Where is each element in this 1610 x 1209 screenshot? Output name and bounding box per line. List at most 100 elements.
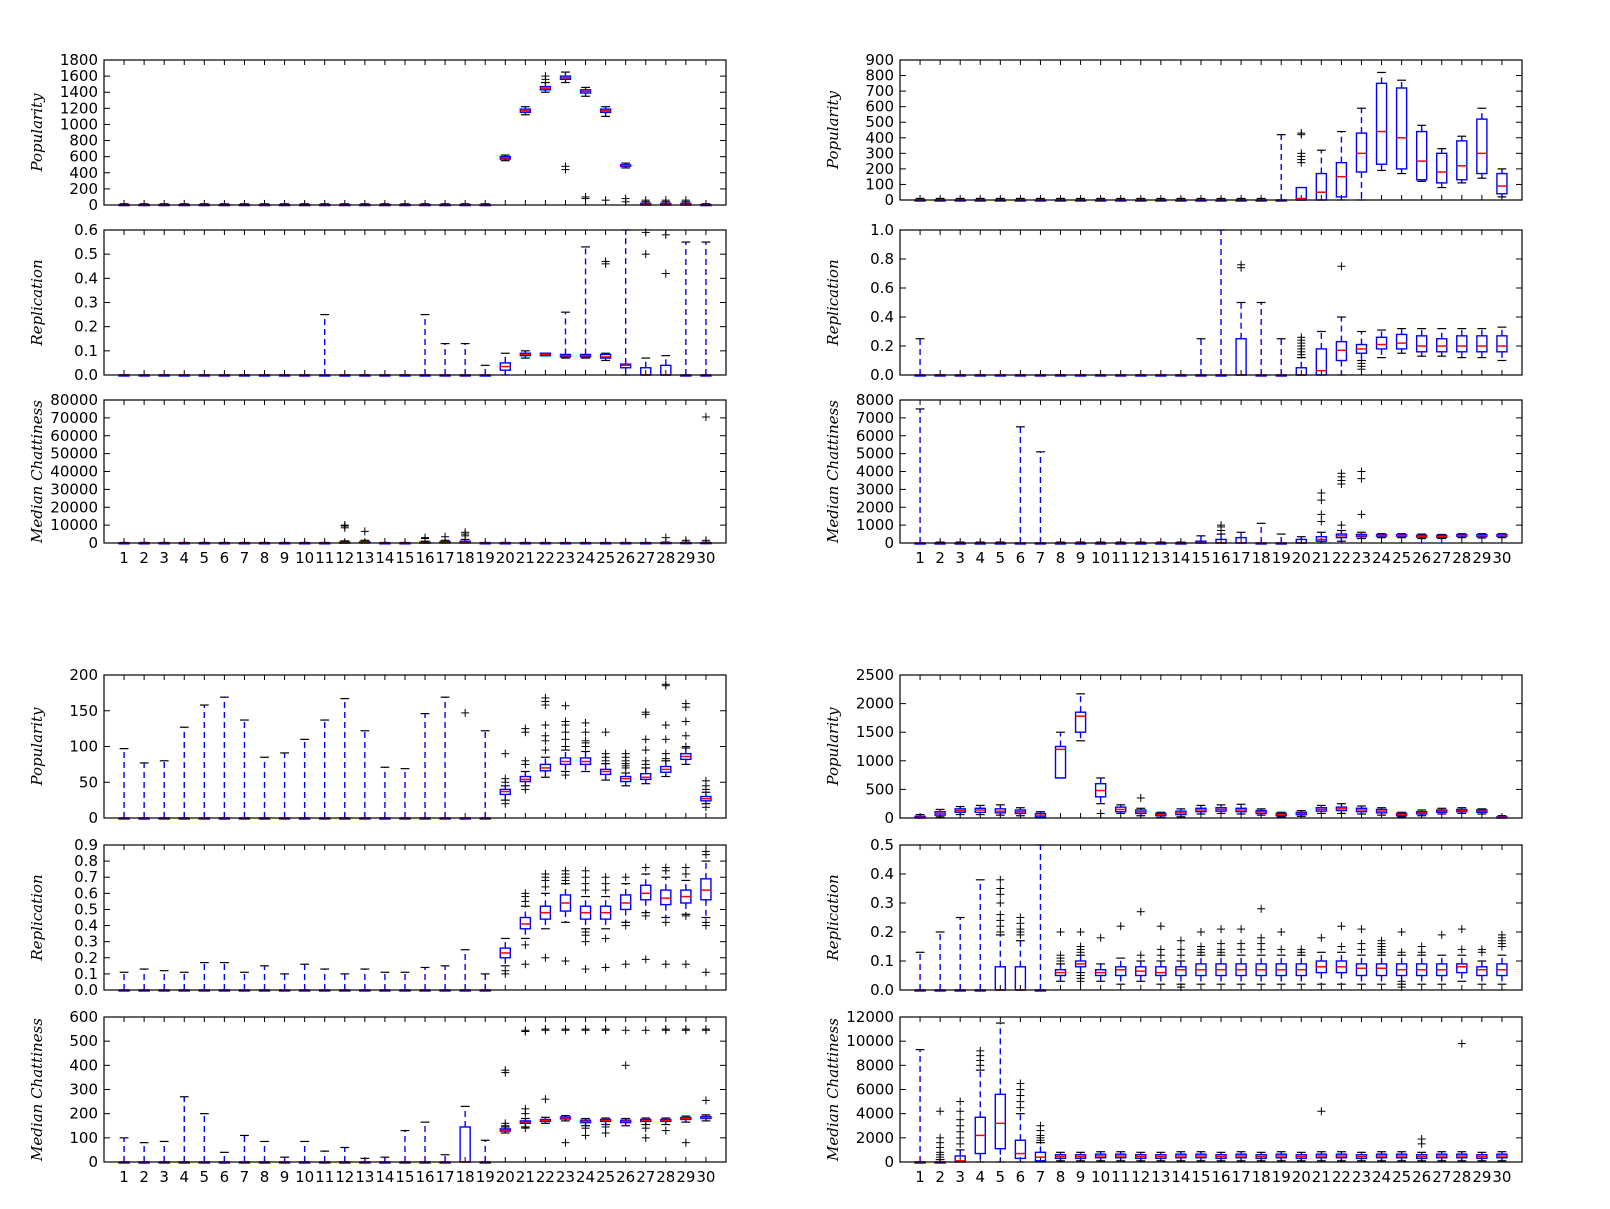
box-25	[1395, 328, 1408, 354]
box-13	[1155, 811, 1167, 819]
axes-frame	[899, 59, 1523, 201]
box-30	[1496, 1151, 1508, 1162]
boxplot-panel-9: 0.00.10.20.30.40.50.60.70.80.9 Replicatio…	[28, 836, 727, 999]
box-16	[1215, 804, 1227, 815]
x-tick-label: 11	[1111, 1168, 1130, 1186]
box-28	[660, 1025, 672, 1135]
box-19	[1275, 811, 1287, 818]
box-6	[218, 962, 231, 992]
boxplot-panel-5: 0100002000030000400005000060000700008000…	[28, 391, 727, 567]
box-9	[278, 973, 291, 992]
box-27	[1436, 148, 1448, 189]
box-8	[1054, 928, 1067, 982]
y-tick-label: 4000	[856, 1105, 894, 1123]
box-15	[1195, 928, 1207, 985]
box-13	[359, 527, 371, 544]
box-15	[1195, 338, 1207, 377]
y-tick-label: 700	[865, 82, 894, 100]
x-tick-label: 1	[915, 1168, 925, 1186]
y-tick-label: 150	[69, 702, 98, 720]
x-tick-label: 23	[556, 549, 575, 567]
x-tick-label: 26	[616, 549, 635, 567]
box-1	[914, 338, 926, 377]
y-tick-label: 400	[865, 129, 894, 147]
box-22	[539, 72, 552, 93]
x-tick-label: 3	[159, 549, 169, 567]
box-16	[1215, 229, 1227, 377]
iqr-box	[1476, 966, 1488, 977]
x-tick-label: 13	[1151, 1168, 1170, 1186]
box-26	[619, 749, 632, 787]
box-17	[439, 696, 451, 820]
x-tick-label: 18	[1252, 549, 1271, 567]
box-26	[619, 229, 632, 376]
box-18	[1255, 301, 1267, 377]
box-26	[619, 873, 632, 969]
y-axis-label: Replication	[28, 259, 46, 346]
y-tick-label: 0.4	[74, 269, 98, 287]
box-23	[1355, 925, 1368, 985]
x-tick-label: 1	[119, 1168, 129, 1186]
y-axis-label: Popularity	[824, 707, 842, 787]
box-28	[1456, 328, 1468, 359]
box-20	[499, 352, 512, 376]
x-tick-label: 16	[1211, 549, 1230, 567]
iqr-box	[1375, 336, 1388, 350]
x-tick-label: 29	[676, 1168, 695, 1186]
box-29	[680, 196, 692, 206]
box-20	[1295, 1151, 1308, 1162]
box-19	[479, 364, 491, 377]
box-5	[198, 962, 211, 992]
box-18	[459, 949, 471, 992]
x-tick-label: 19	[1272, 549, 1291, 567]
box-6	[1014, 1079, 1027, 1163]
y-tick-label: 6000	[856, 427, 894, 445]
x-tick-label: 14	[1171, 1168, 1190, 1186]
box-5	[198, 704, 211, 820]
x-tick-label: 25	[596, 1168, 615, 1186]
box-25	[599, 1025, 612, 1137]
box-26	[1415, 809, 1428, 817]
x-tick-label: 18	[456, 549, 475, 567]
box-22	[1335, 262, 1348, 376]
y-tick-label: 2000	[856, 695, 894, 713]
box-18	[459, 342, 471, 377]
iqr-box	[994, 1093, 1007, 1150]
x-tick-label: 29	[1472, 1168, 1491, 1186]
boxplot-panel-3: 0.0 0.1 0.2 0.3 0.4 0.5 0.6 Replication	[28, 221, 727, 384]
iqr-box	[1375, 963, 1388, 977]
y-tick-label: 4000	[856, 463, 894, 481]
y-tick-label: 1600	[60, 67, 98, 85]
x-tick-label: 26	[616, 1168, 635, 1186]
box-15	[399, 768, 411, 820]
y-tick-label: 500	[865, 113, 894, 131]
box-13	[1155, 1151, 1167, 1162]
box-16	[419, 966, 431, 992]
box-26	[1415, 124, 1428, 182]
y-tick-label: 0.8	[870, 250, 894, 268]
box-7	[1034, 844, 1047, 992]
box-3	[954, 1097, 966, 1163]
box-24	[579, 866, 592, 974]
y-tick-label: 20000	[50, 498, 98, 516]
x-tick-label: 19	[476, 549, 495, 567]
box-26	[1415, 533, 1428, 540]
box-20	[499, 749, 512, 808]
box-24	[579, 246, 592, 359]
iqr-box	[1375, 82, 1388, 165]
y-tick-label: 300	[69, 1081, 98, 1099]
y-tick-label: 0.7	[74, 868, 98, 886]
x-tick-label: 28	[1452, 549, 1471, 567]
iqr-box	[459, 1126, 471, 1163]
box-2	[138, 1142, 150, 1164]
axes-frame	[899, 844, 1523, 991]
box-30	[700, 241, 712, 377]
box-9	[278, 752, 291, 820]
box-19	[1275, 338, 1287, 377]
x-tick-label: 29	[1472, 549, 1491, 567]
iqr-box	[1175, 966, 1187, 977]
box-15	[1195, 804, 1207, 815]
box-2	[934, 931, 946, 992]
box-30	[1496, 930, 1508, 985]
